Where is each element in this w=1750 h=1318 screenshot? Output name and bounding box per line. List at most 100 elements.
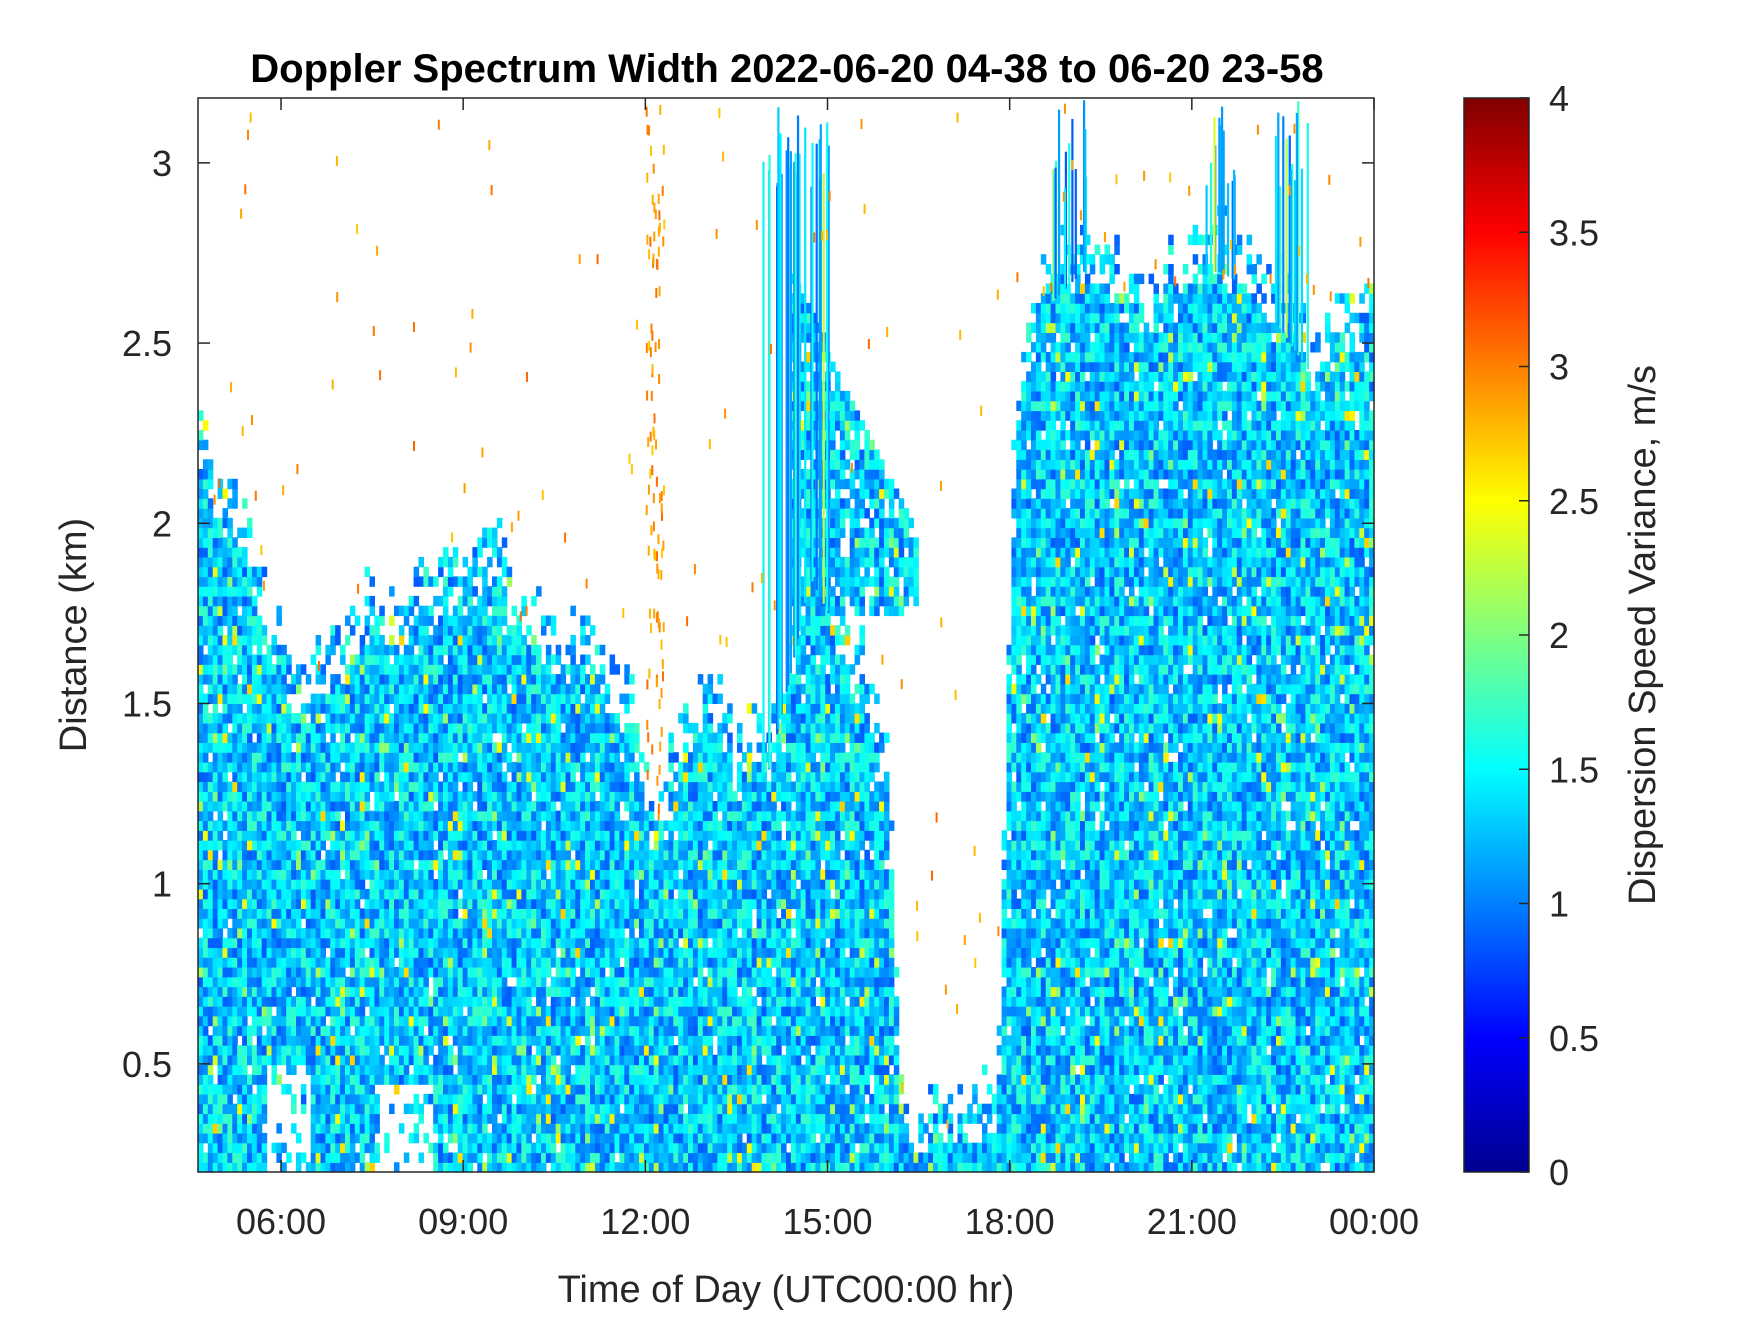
heatmap-cell (384, 810, 390, 822)
heatmap-cell (227, 1162, 233, 1173)
heatmap-cell (374, 976, 380, 988)
heatmap-cell (447, 801, 454, 812)
heatmap-cell (374, 1152, 380, 1163)
heatmap-cell (227, 576, 233, 587)
heatmap-cell (428, 703, 434, 714)
heatmap-cell (604, 1015, 611, 1027)
heatmap-cell (482, 1113, 488, 1124)
heatmap-cell (585, 1152, 591, 1163)
heatmap-cell (560, 1006, 567, 1017)
heatmap-cell (438, 1162, 444, 1173)
heatmap-cell (394, 703, 400, 714)
heatmap-cell (266, 664, 273, 675)
heatmap-cell (202, 1162, 209, 1173)
heatmap-cell (232, 713, 238, 724)
heatmap-cell (599, 937, 606, 949)
heatmap-cell (516, 830, 522, 841)
heatmap-cell (286, 742, 292, 753)
heatmap-cell (251, 1123, 258, 1134)
heatmap-cell (291, 713, 297, 724)
heatmap-cell (487, 879, 493, 890)
heatmap-cell (658, 1006, 665, 1017)
heatmap-cell (624, 1142, 630, 1154)
heatmap-cell (492, 820, 498, 831)
heatmap-cell (207, 732, 214, 743)
heatmap-cell (379, 752, 385, 763)
heatmap-cell (251, 615, 258, 626)
heatmap-cell (443, 625, 449, 636)
heatmap-cell (614, 1064, 620, 1075)
heatmap-cell (281, 840, 287, 851)
heatmap-cell (541, 1103, 547, 1115)
heatmap-cell (345, 1045, 351, 1056)
heatmap-cell (443, 908, 449, 919)
heatmap-cell (251, 849, 258, 861)
heatmap-cell (261, 830, 268, 841)
heatmap-cell (526, 1152, 532, 1163)
heatmap-cell (467, 898, 473, 909)
heatmap-cell (447, 556, 454, 568)
heatmap-cell (506, 869, 513, 880)
heatmap-cell (251, 879, 258, 890)
heatmap-cell (389, 635, 395, 646)
heatmap-cell (594, 1142, 601, 1154)
heatmap-cell (242, 898, 248, 909)
heatmap-cell (227, 888, 233, 900)
heatmap-cell (202, 674, 209, 685)
heatmap-cell (389, 869, 395, 880)
heatmap-cell (541, 927, 547, 939)
heatmap-cell (496, 1054, 503, 1066)
heatmap-cell (198, 967, 204, 978)
heatmap-cell (398, 947, 405, 958)
heatmap-cell (492, 1006, 498, 1017)
heatmap-cell (462, 556, 469, 568)
heatmap-cell (590, 898, 596, 909)
heatmap-cell (643, 898, 650, 909)
heatmap-cell (251, 683, 258, 695)
heatmap-cell (286, 664, 292, 675)
heatmap-cell (266, 761, 273, 773)
heatmap-cell (227, 761, 233, 773)
heatmap-cell (202, 556, 209, 568)
heatmap-cell (639, 927, 645, 939)
heatmap-cell (462, 761, 469, 773)
heatmap-cell (423, 654, 429, 665)
heatmap-cell (345, 693, 351, 704)
heatmap-cell (482, 703, 488, 714)
heatmap-cell (276, 967, 282, 978)
heatmap-cell (349, 937, 356, 949)
heatmap-cell (575, 879, 581, 890)
heatmap-cell (526, 888, 532, 900)
heatmap-cell (379, 713, 385, 724)
heatmap-cell (281, 967, 287, 978)
heatmap-cell (325, 859, 331, 870)
heatmap-cell (340, 1025, 346, 1036)
heatmap-cell (496, 1132, 503, 1144)
heatmap-cell (207, 1064, 214, 1075)
heatmap-cell (384, 791, 390, 802)
heatmap-cell (315, 1025, 322, 1036)
heatmap-cell (531, 713, 537, 724)
heatmap-cell (354, 957, 361, 968)
heatmap-cell (369, 820, 375, 831)
heatmap-cell (536, 791, 542, 802)
heatmap-cell (565, 840, 571, 851)
heatmap-cell (418, 859, 424, 870)
heatmap-cell (594, 986, 601, 997)
heatmap-cell (320, 947, 326, 958)
heatmap-cell (384, 879, 390, 890)
heatmap-cell (198, 859, 204, 870)
heatmap-cell (291, 957, 297, 968)
heatmap-cell (492, 849, 498, 861)
heatmap-cell (492, 1142, 498, 1154)
heatmap-cell (585, 859, 591, 870)
heatmap-cell (545, 742, 552, 753)
heatmap-cell (300, 722, 307, 734)
heatmap-cell (433, 713, 439, 724)
heatmap-cell (291, 976, 297, 988)
heatmap-cell (565, 1025, 571, 1036)
heatmap-cell (634, 1045, 640, 1056)
heatmap-cell (619, 693, 625, 704)
heatmap-cell (492, 840, 498, 851)
heatmap-cell (565, 1074, 571, 1085)
